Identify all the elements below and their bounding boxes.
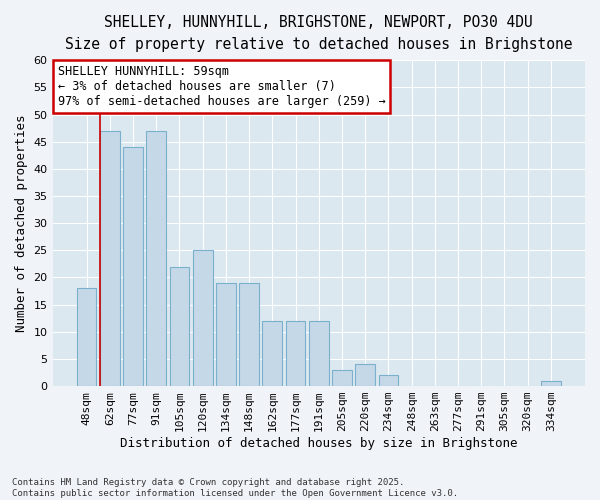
Bar (286, 321, 305, 386)
Bar (216, 283, 236, 386)
Bar (146, 131, 166, 386)
Bar (100, 131, 119, 386)
X-axis label: Distribution of detached houses by size in Brighstone: Distribution of detached houses by size … (120, 437, 518, 450)
Y-axis label: Number of detached properties: Number of detached properties (15, 114, 28, 332)
Bar (262, 321, 282, 386)
Text: Contains HM Land Registry data © Crown copyright and database right 2025.
Contai: Contains HM Land Registry data © Crown c… (12, 478, 458, 498)
Bar (77, 288, 97, 386)
Bar (309, 321, 329, 386)
Bar (355, 364, 375, 386)
Bar (170, 266, 190, 386)
Bar (332, 370, 352, 386)
Bar (541, 380, 561, 386)
Title: SHELLEY, HUNNYHILL, BRIGHSTONE, NEWPORT, PO30 4DU
Size of property relative to d: SHELLEY, HUNNYHILL, BRIGHSTONE, NEWPORT,… (65, 15, 572, 52)
Bar (193, 250, 212, 386)
Bar (123, 147, 143, 386)
Text: SHELLEY HUNNYHILL: 59sqm
← 3% of detached houses are smaller (7)
97% of semi-det: SHELLEY HUNNYHILL: 59sqm ← 3% of detache… (58, 65, 386, 108)
Bar (379, 375, 398, 386)
Bar (239, 283, 259, 386)
